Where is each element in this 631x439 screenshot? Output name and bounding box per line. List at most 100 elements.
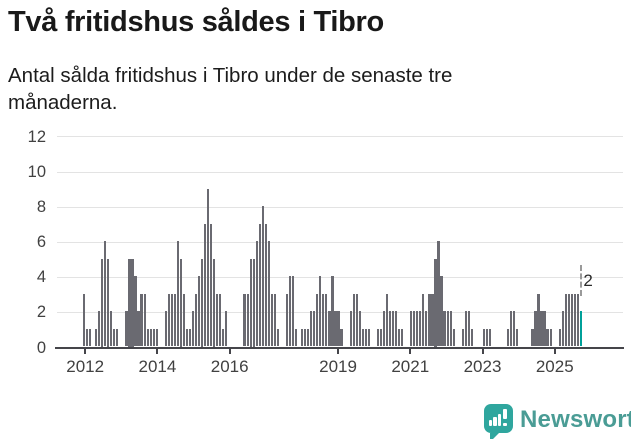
bar: [146, 328, 149, 347]
bar: [155, 328, 158, 347]
gridline-y-4: [57, 276, 623, 278]
bar: [428, 293, 431, 347]
bar: [273, 293, 276, 347]
x-axis-label: 2025: [535, 357, 574, 376]
bar: [101, 258, 104, 347]
bar: [249, 258, 252, 347]
bar: [201, 258, 204, 347]
bar: [379, 328, 383, 347]
bar: [261, 206, 264, 347]
bar: [516, 328, 519, 347]
bar: [364, 328, 367, 347]
newsworthy-bubble-barchart-icon: [484, 404, 513, 433]
bar: [288, 276, 292, 347]
bar: [316, 293, 319, 347]
x-axis-line: [55, 346, 624, 349]
bar: [285, 293, 289, 347]
bar: [470, 328, 473, 347]
bar: [216, 293, 219, 347]
bar: [301, 328, 304, 347]
bar: [131, 258, 134, 347]
bar: [367, 328, 370, 347]
bar: [410, 311, 413, 347]
bar: [267, 241, 270, 347]
bar: [361, 328, 364, 347]
bar: [464, 311, 467, 347]
bar: [128, 258, 131, 347]
bar: [540, 311, 543, 347]
bar: [394, 311, 398, 347]
bar: [340, 328, 343, 347]
bar: [313, 311, 316, 347]
bar: [310, 311, 313, 347]
bar: [188, 328, 192, 347]
x-axis-label: 2014: [138, 357, 177, 376]
bar: [467, 311, 470, 347]
bar: [179, 258, 183, 347]
bar: [485, 328, 489, 347]
x-axis-tick: [337, 348, 340, 354]
newsworthy-logo-link[interactable]: Newsworthy: [484, 403, 631, 439]
bar: [382, 311, 386, 347]
bar: [440, 276, 443, 347]
bar: [246, 293, 249, 347]
bar: [422, 293, 425, 347]
bar: [255, 241, 258, 347]
bar: [413, 311, 416, 347]
bar: [137, 311, 140, 347]
bar: [219, 293, 222, 347]
x-axis-tick: [84, 348, 87, 354]
bar: [167, 293, 170, 347]
gridline-y-2: [57, 311, 623, 313]
bar: [140, 293, 143, 347]
bar: [198, 276, 201, 347]
bar: [98, 311, 101, 347]
bar: [391, 311, 395, 347]
bar: [376, 328, 379, 347]
bar: [531, 328, 534, 347]
bar: [152, 328, 155, 347]
bar: [213, 258, 216, 347]
bar: [564, 293, 567, 347]
bar: [537, 293, 540, 347]
bar: [258, 223, 261, 347]
x-axis-tick: [228, 348, 231, 354]
bar: [264, 223, 267, 347]
highlighted-bar: [579, 311, 582, 347]
bar: [107, 258, 110, 347]
bar: [319, 276, 322, 347]
bar: [549, 328, 552, 347]
gridline-y-10: [57, 171, 623, 173]
y-axis-label: 8: [36, 198, 46, 217]
bar: [401, 328, 404, 347]
x-axis-label: 2012: [66, 357, 105, 376]
bar: [461, 328, 464, 347]
bar: [352, 293, 355, 347]
bar: [82, 293, 86, 347]
bar: [558, 328, 561, 347]
bar: [243, 293, 246, 347]
chart-title: Två fritidshus såldes i Tibro: [8, 6, 384, 38]
bar: [307, 328, 310, 347]
gridline-y-6: [57, 241, 623, 243]
bar: [113, 328, 116, 347]
bar: [567, 293, 570, 347]
y-axis-label: 6: [36, 233, 46, 252]
y-axis-label: 4: [36, 268, 46, 287]
bar: [437, 241, 440, 347]
bar: [134, 276, 137, 347]
bar: [334, 311, 337, 347]
bar: [425, 311, 428, 347]
bar: [85, 328, 89, 347]
bar: [295, 328, 298, 347]
bar: [88, 328, 92, 347]
bar: [164, 311, 167, 347]
bar: [337, 311, 340, 347]
bar: [304, 328, 307, 347]
bar: [116, 328, 119, 347]
x-axis-tick: [156, 348, 159, 354]
bar: [276, 328, 279, 347]
bar: [331, 276, 334, 347]
bar: [510, 311, 513, 347]
